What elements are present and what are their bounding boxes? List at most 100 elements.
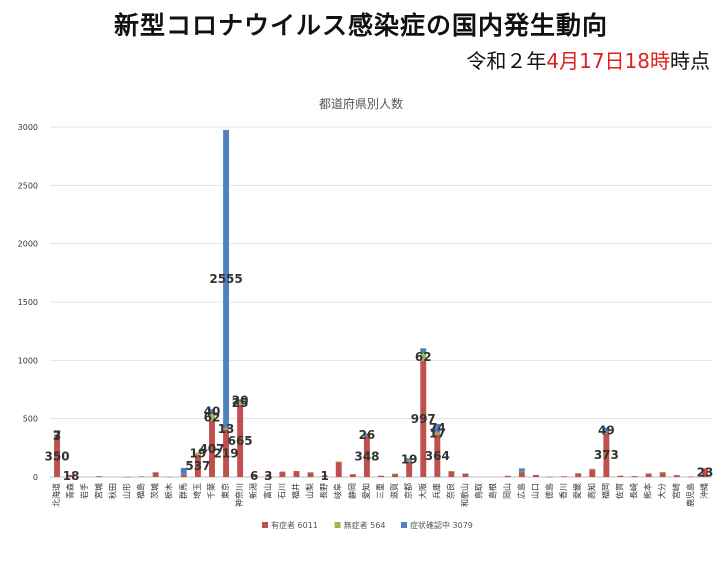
bar-segment	[392, 473, 399, 477]
category-label: 香川	[558, 483, 568, 499]
category-label: 茨城	[150, 483, 160, 499]
data-label: 74	[429, 421, 446, 435]
category-label: 東京	[220, 483, 230, 499]
bar-segment	[124, 476, 131, 478]
date-prefix: 令和２年	[466, 49, 547, 73]
bar-segment	[589, 469, 596, 477]
category-label: 大阪	[417, 483, 427, 499]
bar-segment	[138, 476, 145, 478]
bar-segment	[518, 471, 525, 473]
bar-segment	[420, 348, 427, 354]
bar-segment	[575, 473, 582, 474]
legend-swatch	[262, 522, 268, 528]
data-label: 7	[53, 428, 61, 442]
y-tick-label: 2500	[18, 181, 38, 190]
data-label: 26	[359, 428, 376, 442]
bar-segment	[335, 461, 342, 477]
bar-segment	[307, 472, 314, 473]
data-label: 2555	[209, 272, 242, 286]
bar-segment	[434, 423, 441, 433]
category-label: 山口	[530, 483, 540, 499]
category-label: 福井	[290, 483, 300, 499]
bar-segment	[561, 476, 568, 477]
category-label: 愛知	[361, 483, 371, 499]
category-label: 青森	[65, 483, 75, 499]
bar-segment	[617, 475, 624, 477]
bar-segment	[420, 360, 427, 477]
data-label: 3	[264, 469, 272, 483]
bar-segment	[603, 433, 610, 434]
bar-segment	[631, 476, 638, 477]
chart-title: 都道府県別人数	[319, 96, 403, 111]
category-label: 山形	[121, 483, 131, 499]
category-label: 秋田	[107, 483, 117, 499]
bar-segment	[603, 433, 610, 477]
category-label: 熊本	[643, 483, 653, 499]
bar-segment	[532, 474, 539, 477]
data-label: 997	[411, 412, 436, 426]
bar-segment	[68, 474, 75, 477]
y-tick-label: 1500	[18, 298, 38, 307]
y-tick-label: 0	[33, 473, 38, 482]
bar-segment	[701, 468, 708, 469]
bar-segment	[265, 474, 272, 477]
legend-swatch	[334, 522, 341, 528]
data-label: 19	[190, 447, 207, 461]
bar-segment	[448, 471, 455, 477]
category-label: 鹿児島	[685, 483, 695, 507]
bar-segment	[209, 413, 215, 421]
bar-segment	[96, 476, 103, 477]
bar-segment	[406, 461, 413, 477]
bar-segment	[166, 476, 173, 478]
bar-segment	[378, 475, 384, 477]
y-tick-label: 2000	[18, 240, 38, 249]
category-label: 岩手	[79, 483, 89, 499]
category-label: 栃木	[164, 483, 174, 499]
bar-segment	[194, 454, 201, 477]
data-label: 6	[250, 469, 258, 483]
bar-segment	[54, 435, 61, 436]
legend-swatch	[401, 522, 407, 528]
category-label: 沖縄	[699, 483, 709, 499]
bar-segment	[237, 401, 244, 405]
category-label: 宮城	[93, 483, 103, 499]
bar-segment	[659, 472, 666, 477]
category-label: 岡山	[502, 483, 512, 499]
legend-label: 無症者 564	[344, 520, 386, 530]
bar-segment	[293, 471, 300, 477]
category-label: 神奈川	[234, 483, 244, 507]
data-label: 62	[204, 410, 221, 424]
category-label: 三重	[375, 483, 385, 499]
data-label: 23	[697, 466, 714, 480]
data-label: 665	[228, 434, 253, 448]
y-axis-ticks: 0 500 1000 1500 2000 2500 3000	[18, 123, 38, 482]
bar-segment	[251, 475, 258, 476]
data-label: 537	[185, 459, 210, 473]
data-label: 20	[232, 394, 249, 408]
data-label: 373	[594, 448, 619, 462]
bar-segment	[420, 353, 427, 361]
data-label: 350	[45, 450, 70, 464]
bar-segment	[321, 475, 328, 477]
category-label: 広島	[516, 483, 526, 499]
bar-segment	[223, 429, 230, 477]
data-label: 18	[63, 469, 80, 483]
bar-segment	[209, 409, 215, 414]
bar-segment	[448, 471, 455, 472]
category-label: 奈良	[445, 483, 455, 499]
category-label: 大分	[657, 483, 667, 499]
category-label: 佐賀	[614, 483, 624, 499]
bar-segment	[406, 458, 413, 461]
date-stamp: 令和２年4月17日18時時点	[466, 45, 710, 74]
bar-segment	[659, 472, 666, 473]
category-label: 山梨	[305, 483, 315, 499]
bar-segment	[462, 473, 469, 477]
bar-segment	[223, 129, 230, 428]
date-suffix: 時点	[670, 49, 710, 73]
bar-segment	[547, 476, 553, 478]
bar-segment	[392, 473, 399, 475]
data-label: 17	[429, 427, 446, 441]
data-label: 3	[53, 429, 61, 443]
bar-segment	[237, 399, 244, 402]
